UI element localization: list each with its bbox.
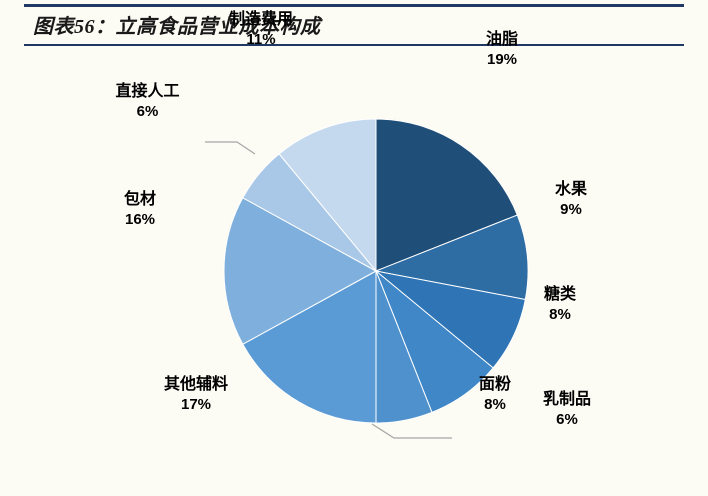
pie-label-youzhi: 油脂 19%	[447, 30, 557, 70]
pie-label-pct-2: 8%	[549, 306, 571, 324]
pie-label-name-5: 其他辅料	[163, 376, 228, 393]
pie-label-pct-1: 9%	[560, 201, 582, 219]
page-title: 图表56：立高食品营业成本构成	[33, 16, 321, 38]
pie-chart-svg	[205, 118, 529, 439]
pie-label-tanglei: 糖类 8%	[505, 285, 615, 325]
pie-slice-包材	[223, 197, 378, 345]
pie-label-zhijierengong: 直接人工 6%	[85, 82, 210, 122]
pie-slice-其他辅料	[242, 270, 377, 424]
pie-label-name-8: 制造费用	[228, 11, 293, 28]
pie-label-qitafuliao: 其他辅料 17%	[126, 375, 266, 415]
pie-label-pct-0: 19%	[486, 51, 518, 69]
pie-label-name-4: 乳制品	[542, 391, 591, 408]
pie-label-pct-4: 6%	[556, 411, 578, 429]
pie-slice-水果	[374, 214, 529, 301]
pie-label-pct-8: 11%	[246, 31, 276, 49]
pie-label-name-3: 面粉	[478, 376, 511, 393]
pie-label-name-7: 直接人工	[115, 83, 180, 100]
pie-label-name-2: 糖类	[543, 286, 576, 303]
pie-label-ruzhipin: 乳制品 6%	[512, 390, 622, 430]
leader-line-mianfen	[371, 423, 452, 439]
title-bottom-rule	[24, 44, 684, 46]
pie-chart-area	[0, 46, 708, 496]
pie-label-shuiguo: 水果 9%	[516, 180, 626, 220]
pie-slice-油脂	[375, 118, 518, 272]
pie-label-mianfen: 面粉 8%	[440, 375, 550, 415]
pie-slice-制造费用	[278, 118, 377, 273]
pie-label-name-0: 油脂	[485, 31, 518, 48]
leader-line-zhijierengong	[205, 141, 256, 155]
pie-label-zhizaofeiyong: 制造费用 11%	[191, 10, 331, 50]
pie-label-pct-6: 16%	[124, 211, 156, 229]
pie-label-pct-3: 8%	[484, 396, 506, 414]
pie-label-name-6: 包材	[123, 191, 156, 208]
title-top-rule	[24, 4, 684, 7]
pie-label-baocai: 包材 16%	[85, 190, 195, 230]
pie-label-pct-7: 6%	[136, 103, 159, 121]
pie-label-pct-5: 17%	[180, 396, 212, 414]
pie-label-name-1: 水果	[554, 181, 587, 198]
